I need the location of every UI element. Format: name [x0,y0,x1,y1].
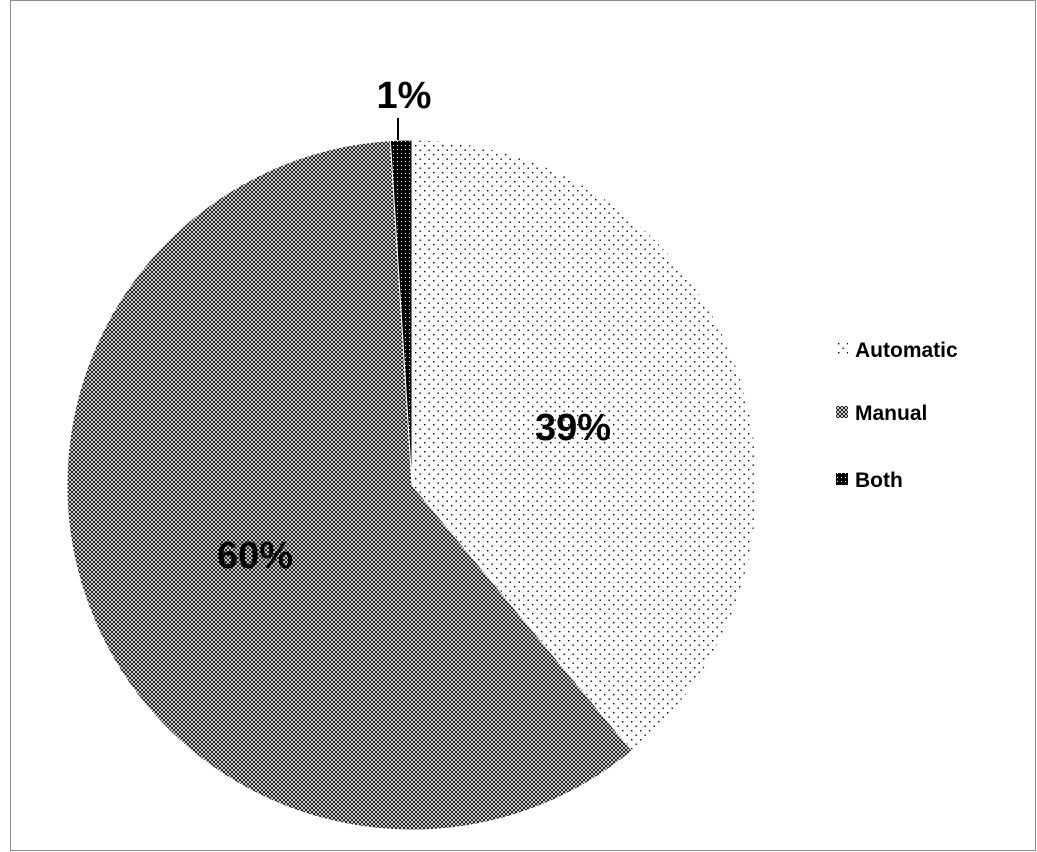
pie-slice-manual [66,140,633,831]
pie-slice-both [389,139,413,486]
data-label-manual: 60% [217,535,293,577]
legend-label-manual: Manual [855,402,927,425]
data-label-both: 1% [377,75,432,117]
legend-label-both: Both [855,469,903,492]
legend: Automatic Manual Both [836,339,958,492]
legend-swatch-both [836,473,848,485]
data-label-automatic: 39% [535,407,611,449]
legend-label-automatic: Automatic [855,339,958,362]
legend-swatch-automatic [836,343,848,355]
pie-slice-automatic [411,139,758,752]
legend-swatch-manual [836,406,848,418]
